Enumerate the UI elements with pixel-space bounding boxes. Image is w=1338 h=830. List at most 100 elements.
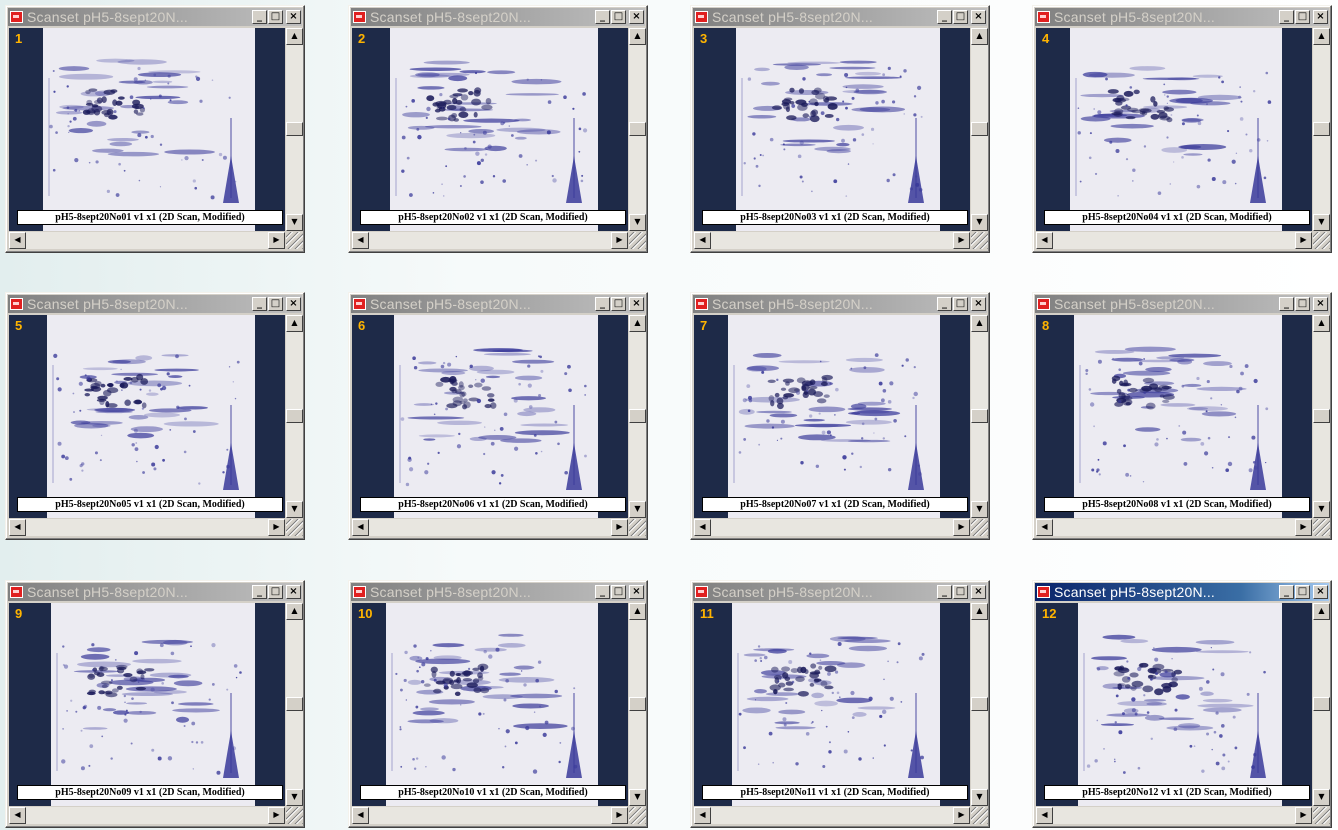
scroll-up-arrow-icon[interactable]: ▲ xyxy=(286,28,303,45)
vertical-scroll-thumb[interactable] xyxy=(1313,697,1330,711)
horizontal-scrollbar[interactable]: ◀ ▶ xyxy=(694,807,970,824)
resize-grip-icon[interactable] xyxy=(971,807,988,824)
scroll-left-arrow-icon[interactable]: ◀ xyxy=(694,232,711,249)
gel-view[interactable]: 10 pH5-8sept20No10 v1 x1 (2D Scan, Modif… xyxy=(352,603,628,806)
horizontal-scrollbar[interactable]: ◀ ▶ xyxy=(694,232,970,249)
scroll-down-arrow-icon[interactable]: ▼ xyxy=(629,501,646,518)
vertical-scroll-thumb[interactable] xyxy=(1313,409,1330,423)
scanset-app-icon[interactable] xyxy=(1037,298,1050,310)
resize-grip-icon[interactable] xyxy=(629,519,646,536)
scroll-up-arrow-icon[interactable]: ▲ xyxy=(629,603,646,620)
scan-window[interactable]: Scanset pH5-8sept20N... _ □ × 4 pH5-8sep… xyxy=(1032,5,1332,253)
scroll-left-arrow-icon[interactable]: ◀ xyxy=(9,519,26,536)
maximize-button[interactable]: □ xyxy=(268,297,283,311)
scan-window[interactable]: Scanset pH5-8sept20N... _ □ × 3 pH5-8sep… xyxy=(690,5,990,253)
maximize-button[interactable]: □ xyxy=(1295,585,1310,599)
close-button[interactable]: × xyxy=(1313,297,1328,311)
close-button[interactable]: × xyxy=(1313,10,1328,24)
vertical-scrollbar[interactable]: ▲ ▼ xyxy=(286,315,303,518)
close-button[interactable]: × xyxy=(286,585,301,599)
scan-window[interactable]: Scanset pH5-8sept20N... _ □ × 11 pH5-8se… xyxy=(690,580,990,828)
scroll-up-arrow-icon[interactable]: ▲ xyxy=(629,28,646,45)
resize-grip-icon[interactable] xyxy=(629,807,646,824)
scanset-app-icon[interactable] xyxy=(10,586,23,598)
vertical-scrollbar[interactable]: ▲ ▼ xyxy=(1313,28,1330,231)
vertical-scrollbar[interactable]: ▲ ▼ xyxy=(971,28,988,231)
horizontal-scrollbar[interactable]: ◀ ▶ xyxy=(9,232,285,249)
scroll-down-arrow-icon[interactable]: ▼ xyxy=(629,789,646,806)
scan-window[interactable]: Scanset pH5-8sept20N... _ □ × 9 pH5-8sep… xyxy=(5,580,305,828)
close-button[interactable]: × xyxy=(629,297,644,311)
scroll-right-arrow-icon[interactable]: ▶ xyxy=(1295,807,1312,824)
vertical-scroll-thumb[interactable] xyxy=(629,697,646,711)
scroll-right-arrow-icon[interactable]: ▶ xyxy=(953,807,970,824)
scroll-right-arrow-icon[interactable]: ▶ xyxy=(268,232,285,249)
scroll-down-arrow-icon[interactable]: ▼ xyxy=(971,501,988,518)
scan-window[interactable]: Scanset pH5-8sept20N... _ □ × 10 pH5-8se… xyxy=(348,580,648,828)
vertical-scroll-thumb[interactable] xyxy=(971,409,988,423)
scan-window[interactable]: Scanset pH5-8sept20N... _ □ × 6 pH5-8sep… xyxy=(348,292,648,540)
resize-grip-icon[interactable] xyxy=(1313,807,1330,824)
window-titlebar[interactable]: Scanset pH5-8sept20N... _ □ × xyxy=(693,8,987,26)
maximize-button[interactable]: □ xyxy=(268,10,283,24)
scroll-up-arrow-icon[interactable]: ▲ xyxy=(971,315,988,332)
vertical-scrollbar[interactable]: ▲ ▼ xyxy=(629,315,646,518)
maximize-button[interactable]: □ xyxy=(953,585,968,599)
window-titlebar[interactable]: Scanset pH5-8sept20N... _ □ × xyxy=(351,295,645,313)
close-button[interactable]: × xyxy=(629,585,644,599)
window-titlebar[interactable]: Scanset pH5-8sept20N... _ □ × xyxy=(351,8,645,26)
minimize-button[interactable]: _ xyxy=(937,10,952,24)
window-titlebar[interactable]: Scanset pH5-8sept20N... _ □ × xyxy=(8,295,302,313)
scroll-right-arrow-icon[interactable]: ▶ xyxy=(1295,232,1312,249)
scanset-app-icon[interactable] xyxy=(353,586,366,598)
close-button[interactable]: × xyxy=(286,297,301,311)
scroll-right-arrow-icon[interactable]: ▶ xyxy=(1295,519,1312,536)
minimize-button[interactable]: _ xyxy=(937,585,952,599)
scanset-app-icon[interactable] xyxy=(10,11,23,23)
maximize-button[interactable]: □ xyxy=(953,10,968,24)
maximize-button[interactable]: □ xyxy=(268,585,283,599)
close-button[interactable]: × xyxy=(286,10,301,24)
window-titlebar[interactable]: Scanset pH5-8sept20N... _ □ × xyxy=(1035,295,1329,313)
resize-grip-icon[interactable] xyxy=(286,519,303,536)
scroll-up-arrow-icon[interactable]: ▲ xyxy=(1313,315,1330,332)
vertical-scroll-thumb[interactable] xyxy=(1313,122,1330,136)
scroll-right-arrow-icon[interactable]: ▶ xyxy=(611,807,628,824)
gel-view[interactable]: 5 pH5-8sept20No05 v1 x1 (2D Scan, Modifi… xyxy=(9,315,285,518)
scan-window[interactable]: Scanset pH5-8sept20N... _ □ × 12 pH5-8se… xyxy=(1032,580,1332,828)
resize-grip-icon[interactable] xyxy=(629,232,646,249)
minimize-button[interactable]: _ xyxy=(937,297,952,311)
window-titlebar[interactable]: Scanset pH5-8sept20N... _ □ × xyxy=(8,583,302,601)
vertical-scrollbar[interactable]: ▲ ▼ xyxy=(629,603,646,806)
scan-window[interactable]: Scanset pH5-8sept20N... _ □ × 7 pH5-8sep… xyxy=(690,292,990,540)
vertical-scroll-thumb[interactable] xyxy=(286,122,303,136)
maximize-button[interactable]: □ xyxy=(611,297,626,311)
horizontal-scrollbar[interactable]: ◀ ▶ xyxy=(352,519,628,536)
close-button[interactable]: × xyxy=(971,297,986,311)
vertical-scroll-thumb[interactable] xyxy=(971,697,988,711)
vertical-scrollbar[interactable]: ▲ ▼ xyxy=(971,603,988,806)
scroll-down-arrow-icon[interactable]: ▼ xyxy=(971,789,988,806)
minimize-button[interactable]: _ xyxy=(252,297,267,311)
vertical-scroll-thumb[interactable] xyxy=(286,409,303,423)
maximize-button[interactable]: □ xyxy=(953,297,968,311)
scroll-right-arrow-icon[interactable]: ▶ xyxy=(611,519,628,536)
vertical-scrollbar[interactable]: ▲ ▼ xyxy=(629,28,646,231)
close-button[interactable]: × xyxy=(629,10,644,24)
scroll-down-arrow-icon[interactable]: ▼ xyxy=(286,789,303,806)
resize-grip-icon[interactable] xyxy=(1313,519,1330,536)
scanset-app-icon[interactable] xyxy=(1037,586,1050,598)
minimize-button[interactable]: _ xyxy=(1279,297,1294,311)
scroll-left-arrow-icon[interactable]: ◀ xyxy=(9,807,26,824)
scroll-down-arrow-icon[interactable]: ▼ xyxy=(629,214,646,231)
scroll-up-arrow-icon[interactable]: ▲ xyxy=(629,315,646,332)
vertical-scroll-thumb[interactable] xyxy=(629,409,646,423)
scroll-right-arrow-icon[interactable]: ▶ xyxy=(953,232,970,249)
minimize-button[interactable]: _ xyxy=(252,585,267,599)
maximize-button[interactable]: □ xyxy=(1295,10,1310,24)
scroll-up-arrow-icon[interactable]: ▲ xyxy=(971,28,988,45)
scanset-app-icon[interactable] xyxy=(1037,11,1050,23)
vertical-scrollbar[interactable]: ▲ ▼ xyxy=(971,315,988,518)
vertical-scroll-thumb[interactable] xyxy=(629,122,646,136)
scroll-left-arrow-icon[interactable]: ◀ xyxy=(1036,519,1053,536)
